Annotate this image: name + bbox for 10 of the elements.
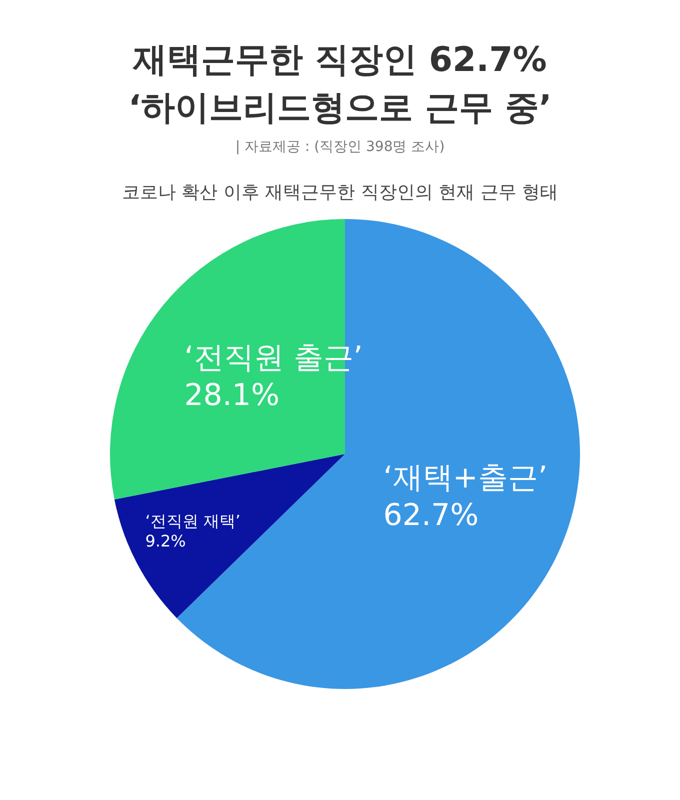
slice-label: ‘전직원 재택’: [145, 511, 240, 530]
text: | 자료제공 : (직장인 398명 조사): [234, 138, 446, 156]
chart-title: 재택근무한 직장인 62.7% ‘하이브리드형으로 근무 중’: [127, 39, 553, 130]
data-label: 28.1%: [184, 378, 280, 413]
pie-slice: [114, 454, 345, 618]
slice-label: ‘전직원 출근’: [184, 340, 363, 376]
data-label: 62.7%: [383, 498, 479, 534]
chart-subtitle: 코로나 확산 이후 재택근무한 직장인의 현재 근무 형태: [120, 181, 560, 204]
slice-label: ‘재택+출근’: [383, 460, 548, 496]
data-label: 9.2%: [145, 531, 186, 550]
